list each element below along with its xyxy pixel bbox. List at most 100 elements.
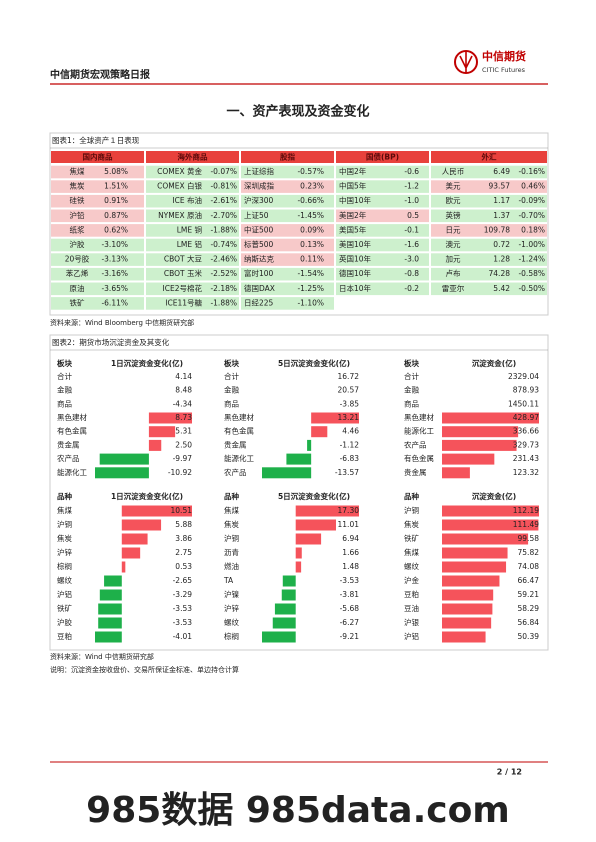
asset-change: 0.13% (300, 240, 324, 249)
asset-name: 沪胶 (70, 239, 85, 249)
asset-name: 硅铁 (70, 195, 85, 205)
cell-bg (146, 238, 239, 252)
cell-bg (431, 209, 547, 223)
asset-change: -1.88% (210, 225, 237, 234)
row-name: 贵金属 (224, 439, 247, 449)
asset-change: -1.10% (297, 298, 324, 307)
row-value: 329.73 (513, 440, 539, 449)
row-name: 沪铜 (224, 533, 239, 543)
asset-change: -0.6 (404, 167, 419, 176)
asset-change: -0.74% (210, 240, 237, 249)
asset-name: 上证50 (244, 211, 269, 220)
bar (286, 453, 312, 465)
asset-change: 0.91% (104, 196, 128, 205)
row-name: 铁矿 (57, 603, 72, 613)
row-value: -2.65 (173, 576, 193, 585)
bar (98, 603, 122, 615)
page-number: 2 / 12 (497, 768, 522, 777)
row-name: 豆粕 (57, 631, 72, 641)
cell-bg (241, 224, 334, 237)
row-name: 焦煤 (404, 547, 419, 557)
cell-bg (51, 194, 144, 208)
cell-bg (336, 238, 429, 252)
asset-name: 纳斯达克 (244, 254, 274, 264)
row-name: 螺纹 (57, 575, 72, 585)
asset-change: -0.1 (404, 225, 419, 234)
bar (442, 575, 500, 587)
column-header: 品种 (224, 491, 239, 501)
asset-name: 铁矿 (70, 297, 85, 307)
bar (442, 631, 486, 643)
cell-bg (336, 282, 429, 296)
column-header: 品种 (57, 491, 72, 501)
asset-change: -0.8 (404, 269, 419, 278)
row-name: 金融 (404, 385, 419, 395)
asset-name: ICE11号糖 (165, 297, 202, 307)
row-value: -1.12 (340, 440, 360, 449)
bar (295, 533, 322, 545)
row-value: 1450.11 (508, 399, 539, 408)
row-value: -4.34 (173, 399, 193, 408)
row-value: 123.32 (513, 468, 539, 477)
figure1-frame (49, 132, 549, 316)
asset-change: -2.70% (210, 211, 237, 220)
row-name: 焦炭 (57, 533, 72, 543)
bar (262, 631, 296, 643)
cell-bg (431, 238, 547, 252)
column-header: 5日沉淀资金变化(亿) (278, 358, 350, 368)
row-value: -6.83 (340, 454, 360, 463)
cell-bg (241, 209, 334, 223)
asset-change: 0.46% (521, 182, 545, 191)
cell-bg (431, 224, 547, 237)
column-header: 沉淀资金(亿) (472, 491, 516, 501)
asset-change: 0.11% (300, 255, 324, 264)
asset-change: -1.6 (404, 240, 419, 249)
asset-name: 上证综指 (244, 166, 274, 176)
row-value: -13.57 (335, 468, 359, 477)
bar (307, 439, 312, 451)
row-value: 75.82 (518, 548, 540, 557)
figure2-caption: 图表2：期货市场沉淀资金及其变化 (52, 337, 170, 347)
asset-price: 93.57 (489, 182, 511, 191)
cell-bg (146, 267, 239, 281)
bar (121, 533, 148, 545)
row-name: 贵金属 (57, 439, 80, 449)
cell-bg (336, 165, 429, 179)
row-name: 豆粕 (404, 589, 419, 599)
bar (99, 453, 149, 465)
header-cell (51, 151, 144, 163)
cell-bg (146, 209, 239, 223)
row-value: 0.53 (175, 562, 192, 571)
asset-change: 0.09% (300, 225, 324, 234)
asset-change: -1.25% (297, 284, 324, 293)
row-name: 能源化工 (404, 426, 434, 436)
cell-bg (146, 165, 239, 179)
row-name: TA (223, 576, 234, 585)
asset-change: -0.81% (210, 182, 237, 191)
column-header: 板块 (57, 358, 72, 368)
asset-change: -0.50% (518, 284, 545, 293)
cell-bg (51, 297, 144, 310)
asset-change: 0.18% (521, 225, 545, 234)
asset-name: 欧元 (446, 195, 461, 205)
row-value: 74.08 (518, 562, 540, 571)
row-name: 沪锌 (57, 547, 72, 557)
row-name: 有色金属 (404, 453, 434, 463)
row-name: 有色金属 (57, 426, 87, 436)
header-label: 国债(BP) (366, 152, 399, 162)
asset-name: 美国10年 (339, 239, 372, 249)
asset-name: COMEX 黄金 (157, 166, 202, 176)
column-header: 1日沉淀资金变化(亿) (111, 491, 183, 501)
row-name: 豆油 (404, 603, 419, 613)
cell-bg (51, 224, 144, 237)
row-value: 1.66 (342, 548, 359, 557)
row-value: 2.50 (175, 440, 192, 449)
bar (442, 467, 470, 479)
cell-bg (146, 180, 239, 193)
asset-name: 苯乙烯 (66, 268, 89, 278)
row-name: 沪胶 (57, 617, 72, 627)
asset-price: 0.72 (493, 240, 510, 249)
asset-name: 德国DAX (244, 283, 275, 293)
